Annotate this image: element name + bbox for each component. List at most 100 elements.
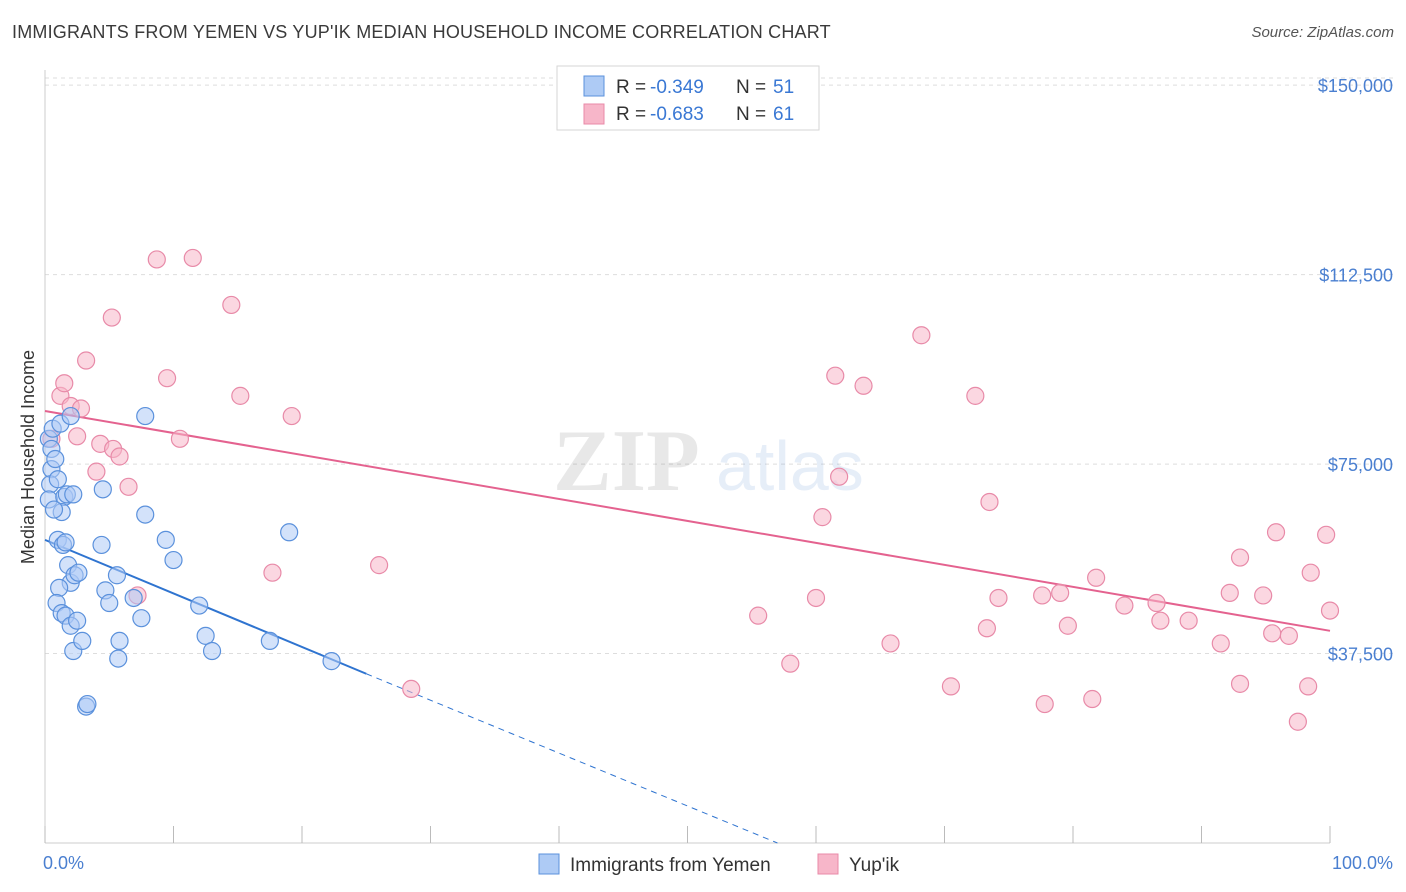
point-yupik [1317,525,1336,544]
point-yupik [231,386,250,405]
point-yupik [941,677,961,696]
source-label: Source: ZipAtlas.com [1251,24,1394,41]
point-yemen [196,626,215,645]
point-yupik [263,563,282,582]
point-yupik [966,386,985,405]
point-yemen [202,641,222,661]
point-yemen [136,505,155,524]
point-yemen [280,523,299,542]
y-tick-label: $150,000 [1318,76,1393,96]
point-yupik [147,250,166,269]
legend-r-label-2: R = [616,104,646,125]
point-yupik [1288,712,1307,731]
point-yupik [55,374,74,393]
point-yupik [68,427,87,446]
legend-n-label-1: N = [736,77,766,98]
point-yupik [1147,593,1166,613]
point-yemen [132,609,151,628]
point-yupik [977,619,997,638]
point-yupik [1083,689,1102,709]
point-yemen [136,406,155,426]
point-yupik [157,369,177,388]
point-yupik [826,366,845,385]
legend-n-value-2: 61 [773,104,794,125]
point-yemen [68,611,87,630]
point-yemen [107,566,127,585]
point-yupik [854,376,873,395]
point-yemen [50,578,69,597]
point-yupik [119,477,138,496]
point-yupik [1179,611,1198,630]
legend-n-label-2: N = [736,104,766,125]
watermark: ZIP atlas [553,413,864,510]
point-yemen [156,530,175,549]
svg-text:ZIP: ZIP [553,413,700,510]
bottom-legend-swatch-pink [817,853,839,875]
y-tick-label: $37,500 [1328,645,1393,665]
y-axis-title: Median Household Income [18,350,38,564]
point-yupik [402,679,421,699]
point-yemen [56,533,75,552]
point-yupik [1279,626,1298,645]
point-yupik [1263,624,1282,643]
point-yemen [124,588,143,608]
point-yupik [222,295,241,315]
point-yupik [1051,583,1070,603]
point-yemen [46,449,65,469]
point-yemen [93,480,112,499]
point-yupik [1087,568,1106,587]
point-yupik [749,606,768,625]
bottom-legend-label-2: Yup'ik [849,855,900,876]
point-yupik [830,467,849,486]
point-yupik [282,406,301,426]
point-yemen [78,694,97,714]
y-tick-label: $75,000 [1328,455,1393,475]
legend-r-value-1: -0.349 [650,77,704,98]
bottom-legend-swatch-blue [538,853,560,875]
point-yemen [44,500,64,519]
point-yupik [806,588,826,608]
point-yemen [190,596,209,615]
legend-swatch-blue [583,75,605,97]
point-yupik [980,492,999,512]
point-yemen [73,631,92,651]
data-points [39,248,1340,731]
legend-r-value-2: -0.683 [650,104,704,125]
point-yemen [92,535,111,555]
point-yupik [1299,677,1318,696]
point-yemen [322,652,341,671]
point-yupik [1230,674,1250,693]
chart-title: IMMIGRANTS FROM YEMEN VS YUP'IK MEDIAN H… [12,22,831,42]
point-yupik [912,326,931,345]
point-yupik [87,462,106,481]
point-yupik [1266,523,1286,542]
point-yupik [1230,548,1250,567]
point-yupik [1320,601,1340,620]
point-yupik [881,634,900,653]
point-yupik [102,308,121,327]
point-yemen [48,470,67,489]
point-yupik [1211,634,1230,653]
point-yupik [1033,586,1052,605]
point-yupik [1254,586,1273,605]
legend-n-value-1: 51 [773,77,794,98]
trend-line-yemen-extension [366,673,778,844]
legend-r-label-1: R = [616,77,646,98]
gridlines [45,77,1395,655]
point-yemen [64,485,83,504]
x-tick-label-start: 0.0% [43,853,84,873]
bottom-legend: Immigrants from Yemen Yup'ik [538,853,900,876]
x-tick-label-end: 100.0% [1332,853,1393,873]
point-yupik [1151,611,1170,630]
point-yemen [164,550,183,570]
y-tick-label: $112,500 [1319,266,1393,286]
point-yupik [1058,616,1077,635]
bottom-legend-label-1: Immigrants from Yemen [570,855,771,876]
point-yupik [183,248,202,268]
point-yemen [69,563,88,582]
svg-text:atlas: atlas [716,427,864,505]
x-tick-labels: 0.0% 100.0% [43,853,1393,873]
point-yupik [110,447,129,466]
point-yupik [77,351,96,370]
